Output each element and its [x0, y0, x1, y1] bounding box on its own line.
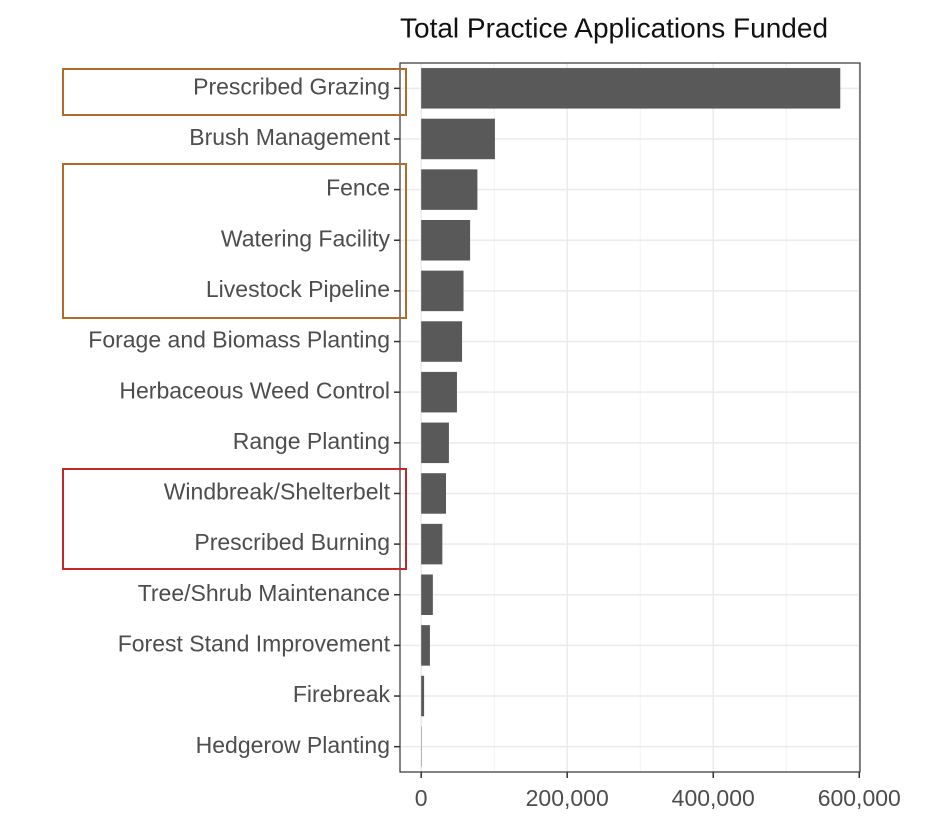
bar	[421, 574, 433, 616]
bar	[421, 422, 449, 464]
bar	[421, 473, 446, 514]
y-tick-label: Fence	[326, 175, 390, 201]
bar	[421, 371, 457, 413]
y-tick-label: Forage and Biomass Planting	[88, 327, 390, 353]
bar	[421, 68, 841, 109]
highlight-box	[62, 468, 407, 570]
y-tick-label: Livestock Pipeline	[206, 276, 390, 302]
x-tick-label: 600,000	[818, 785, 901, 811]
x-tick-label: 400,000	[672, 785, 755, 811]
y-tick-label: Firebreak	[293, 681, 391, 707]
bar	[421, 321, 463, 362]
y-tick-label: Windbreak/Shelterbelt	[164, 479, 391, 505]
highlight-box	[62, 163, 407, 319]
y-tick-label: Herbaceous Weed Control	[119, 377, 390, 403]
bar	[421, 169, 478, 210]
chart-title: Total Practice Applications Funded	[400, 12, 828, 43]
y-tick-label: Range Planting	[233, 428, 390, 454]
y-tick-label: Hedgerow Planting	[196, 732, 390, 758]
x-tick-label: 200,000	[526, 785, 609, 811]
y-tick-label: Forest Stand Improvement	[118, 630, 391, 656]
panel-border	[399, 62, 861, 773]
y-tick-label: Prescribed Burning	[194, 529, 390, 555]
highlight-box	[62, 68, 407, 116]
x-tick-label: 0	[415, 785, 428, 811]
y-tick-label: Prescribed Grazing	[193, 73, 390, 99]
bar	[421, 219, 471, 261]
y-tick-label: Watering Facility	[221, 225, 391, 251]
bar	[421, 523, 443, 565]
bar	[421, 675, 425, 717]
bar	[421, 270, 464, 312]
y-tick-label: Tree/Shrub Maintenance	[138, 580, 390, 606]
bar	[421, 625, 430, 666]
plot-area: 0 200,000 400,000 600,000 Prescribed Grazing…	[88, 62, 901, 811]
y-tick-label: Brush Management	[189, 124, 390, 150]
bar	[421, 118, 495, 160]
